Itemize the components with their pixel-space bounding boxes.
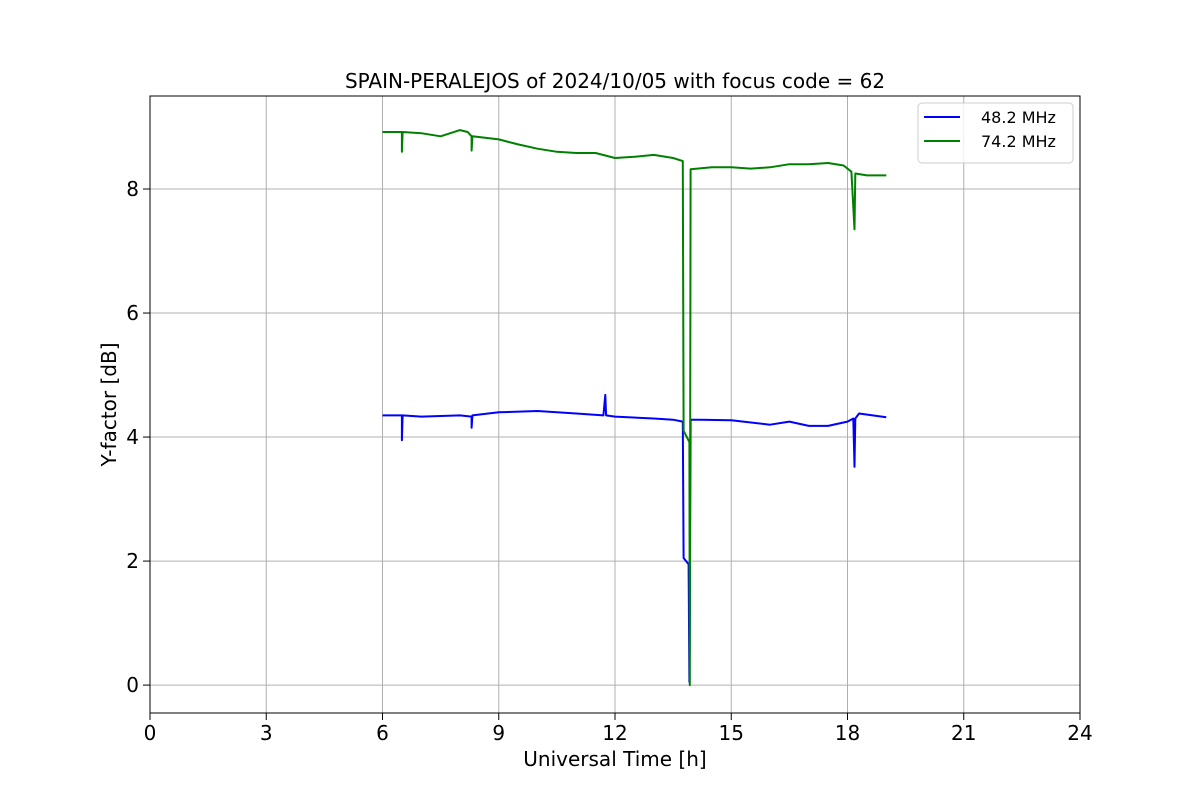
legend: 48.2 MHz 74.2 MHz — [917, 102, 1074, 164]
x-tick-label: 24 — [1067, 721, 1092, 745]
x-tick-label: 18 — [835, 721, 860, 745]
y-tick-label: 8 — [126, 177, 139, 201]
x-tick-label: 3 — [260, 721, 273, 745]
y-tick-label: 4 — [126, 425, 139, 449]
series-line-48-2-mhz — [382, 393, 887, 683]
series-line-74-2-mhz — [382, 129, 887, 687]
legend-label: 74.2 MHz — [981, 132, 1056, 151]
legend-label: 48.2 MHz — [981, 108, 1056, 127]
y-tick-label: 2 — [126, 549, 139, 573]
y-axis-title: Y-factor [dB] — [97, 342, 121, 467]
y-tick-label: 0 — [126, 673, 139, 697]
x-tick-label: 6 — [376, 721, 389, 745]
x-tick-label: 21 — [951, 721, 976, 745]
series-layer — [382, 129, 887, 687]
x-tick-label: 0 — [144, 721, 157, 745]
x-axis-title: Universal Time [h] — [523, 747, 706, 771]
x-tick-label: 9 — [492, 721, 505, 745]
chart-title: SPAIN-PERALEJOS of 2024/10/05 with focus… — [345, 69, 885, 93]
x-tick-label: 15 — [719, 721, 744, 745]
x-tick-label: 12 — [602, 721, 627, 745]
y-tick-label: 6 — [126, 301, 139, 325]
